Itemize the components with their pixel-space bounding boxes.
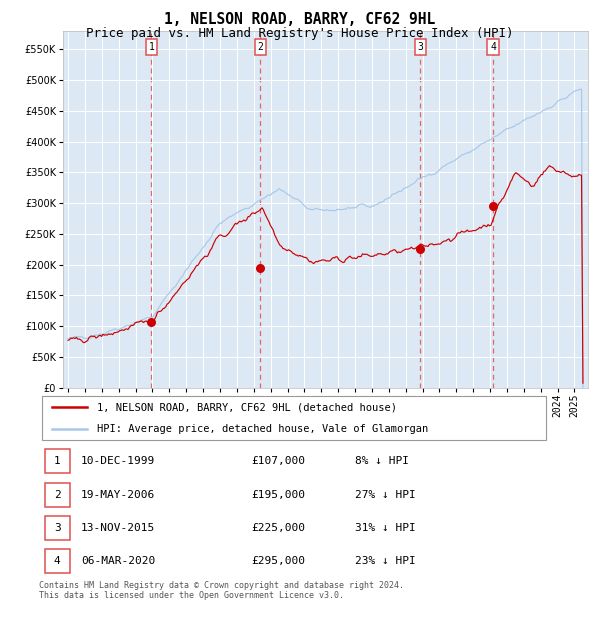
Text: 10-DEC-1999: 10-DEC-1999 xyxy=(81,456,155,466)
FancyBboxPatch shape xyxy=(44,516,70,540)
Text: £107,000: £107,000 xyxy=(251,456,305,466)
Text: £195,000: £195,000 xyxy=(251,490,305,500)
FancyBboxPatch shape xyxy=(44,482,70,507)
Text: 4: 4 xyxy=(490,42,496,52)
Text: 13-NOV-2015: 13-NOV-2015 xyxy=(81,523,155,533)
Text: Contains HM Land Registry data © Crown copyright and database right 2024.
This d: Contains HM Land Registry data © Crown c… xyxy=(39,581,404,600)
Text: 27% ↓ HPI: 27% ↓ HPI xyxy=(355,490,416,500)
Text: £225,000: £225,000 xyxy=(251,523,305,533)
Text: 2: 2 xyxy=(257,42,263,52)
Text: 8% ↓ HPI: 8% ↓ HPI xyxy=(355,456,409,466)
Text: 31% ↓ HPI: 31% ↓ HPI xyxy=(355,523,416,533)
Text: 2: 2 xyxy=(54,490,61,500)
Text: 19-MAY-2006: 19-MAY-2006 xyxy=(81,490,155,500)
FancyBboxPatch shape xyxy=(44,549,70,573)
Text: 06-MAR-2020: 06-MAR-2020 xyxy=(81,556,155,566)
Text: 1, NELSON ROAD, BARRY, CF62 9HL (detached house): 1, NELSON ROAD, BARRY, CF62 9HL (detache… xyxy=(97,402,397,412)
Text: 1: 1 xyxy=(54,456,61,466)
Text: 1, NELSON ROAD, BARRY, CF62 9HL: 1, NELSON ROAD, BARRY, CF62 9HL xyxy=(164,12,436,27)
Text: 23% ↓ HPI: 23% ↓ HPI xyxy=(355,556,416,566)
Text: £295,000: £295,000 xyxy=(251,556,305,566)
Text: 1: 1 xyxy=(149,42,154,52)
FancyBboxPatch shape xyxy=(42,396,546,440)
FancyBboxPatch shape xyxy=(44,450,70,473)
Text: HPI: Average price, detached house, Vale of Glamorgan: HPI: Average price, detached house, Vale… xyxy=(97,423,428,433)
Text: 4: 4 xyxy=(54,556,61,566)
Text: Price paid vs. HM Land Registry's House Price Index (HPI): Price paid vs. HM Land Registry's House … xyxy=(86,27,514,40)
Text: 3: 3 xyxy=(54,523,61,533)
Text: 3: 3 xyxy=(418,42,424,52)
